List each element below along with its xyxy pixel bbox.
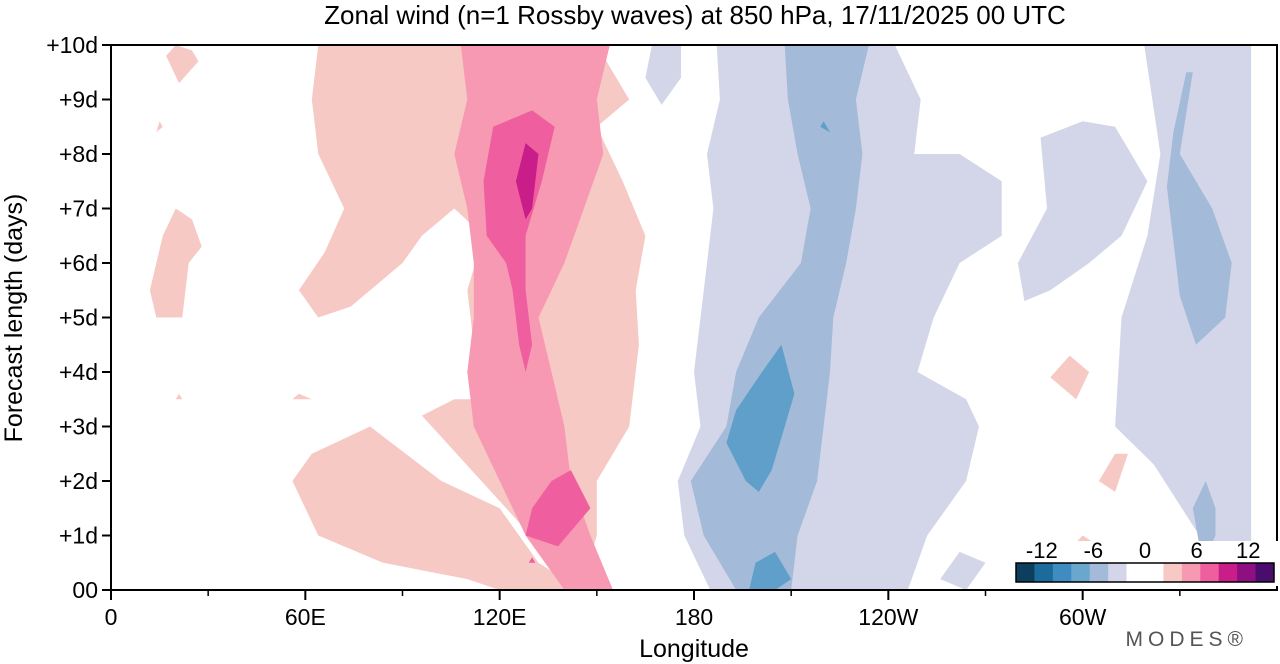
contour-region-neg3-9 [749,551,792,590]
y-tick-label-5: +5d [59,305,98,331]
x-tick-label-5: 60W [1059,604,1107,630]
colorbar-frame [1015,562,1275,583]
colorbar-swatch-12 [1237,563,1257,582]
contour-region-pos1-16 [175,393,183,400]
contour-region-pos3-23 [525,470,591,547]
x-tick-label-3: 180 [675,604,713,630]
colorbar-swatch-3 [1071,563,1091,582]
y-tick-label-8: +8d [59,141,98,167]
contour-region-pos4-25 [515,143,539,220]
y-tick-label-7: +7d [59,196,98,222]
y-axis-ticks: 00 +1d +2d +3d +4d +5d +6d +7d +8d +9d +10d [46,32,111,603]
colorbar-label-2: 0 [1139,538,1151,563]
contour-region-neg3-8 [726,344,795,492]
colorbar-swatch-2 [1052,563,1072,582]
contour-region-pos1-15 [156,121,163,133]
x-axis-ticks: 0 60E 120E 180 120W 60W [105,590,1181,630]
contour-region-pos1-14 [166,45,199,84]
y-tick-label-2: +2d [59,468,98,494]
modes-logo: MODES® [1126,628,1248,651]
contour-region-pos3-22 [483,110,555,373]
contour-region-neg1-2 [940,551,986,590]
colorbar-swatch-11 [1218,563,1238,582]
colorbar-label-1: -6 [1084,538,1104,563]
y-tick-label-9: +9d [59,87,98,113]
contour-region-pos1-17 [292,393,312,400]
y-tick-label-10: +10d [46,32,98,58]
x-tick-label-0: 0 [105,604,118,630]
contour-region-pos1-18 [1050,355,1090,400]
contour-region-pos1-11 [292,426,581,590]
plot-frame [110,44,1278,591]
colorbar-label-3: 6 [1190,538,1202,563]
colorbar-label-4: 12 [1236,538,1260,563]
contour-region-pos1-19 [1098,453,1128,492]
colorbar-swatch-13 [1255,563,1275,582]
contour-region-neg1-1 [645,45,681,105]
contour-region-pos1-13 [149,208,202,318]
colorbar-swatch-1 [1034,563,1054,582]
y-tick-label-0: 00 [72,577,98,603]
colorbar-swatch-6 [1126,563,1146,582]
contour-regions [149,45,1252,590]
y-tick-label-1: +1d [59,523,98,549]
colorbar-swatch-8 [1163,563,1183,582]
colorbar-swatch-4 [1089,563,1109,582]
colorbar: -12 -6 0 6 12 [1012,538,1278,586]
y-tick-label-6: +6d [59,250,98,276]
colorbar-label-0: -12 [1026,538,1058,563]
y-axis-label: Forecast length (days) [0,194,28,443]
chart-title: Zonal wind (n=1 Rossby waves) at 850 hPa… [324,0,1066,30]
colorbar-swatch-10 [1200,563,1220,582]
x-tick-label-1: 60E [285,604,326,630]
y-tick-label-4: +4d [59,359,98,385]
contour-region-neg2-6 [1166,72,1232,345]
contour-region-neg1-3 [1017,121,1148,302]
y-tick-label-3: +3d [59,414,98,440]
colorbar-swatch-0 [1016,563,1035,582]
colorbar-swatch-7 [1145,563,1164,582]
x-axis-label: Longitude [639,635,749,663]
colorbar-swatch-5 [1108,563,1128,582]
x-tick-label-4: 120W [858,604,918,630]
contour-region-pos3-24 [528,557,536,563]
x-tick-label-2: 120E [473,604,527,630]
contour-region-neg3-10 [820,121,830,133]
colorbar-swatch-9 [1181,563,1201,582]
